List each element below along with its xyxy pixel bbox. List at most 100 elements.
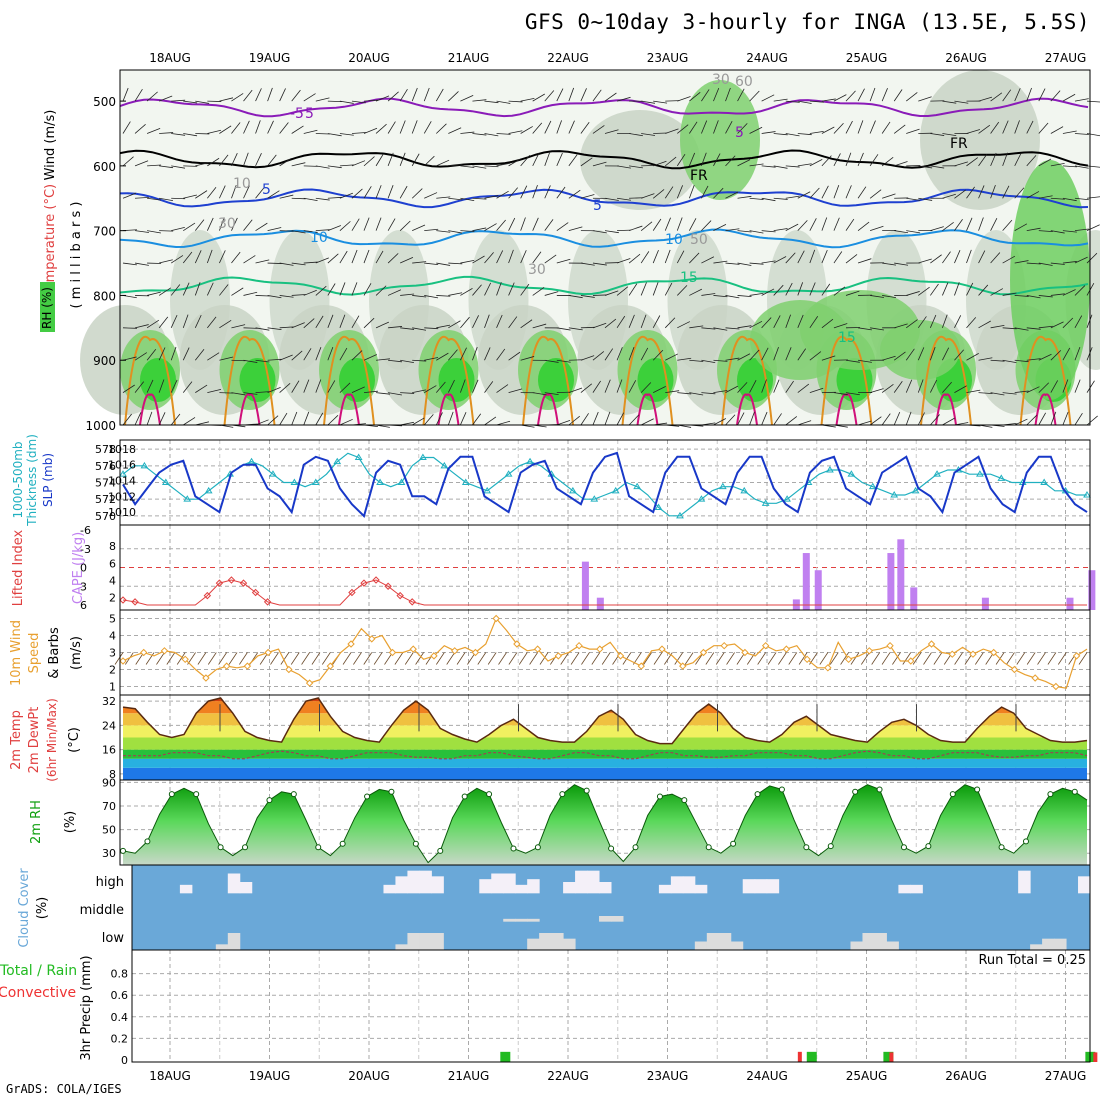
wind-barb [436, 159, 450, 167]
cloud-middle-label: middle [80, 903, 124, 918]
wind-barb [411, 120, 418, 134]
wind-barb [484, 100, 499, 104]
wind-barb [339, 133, 354, 136]
wind-barb [496, 100, 511, 104]
wind-speed-point [741, 648, 749, 657]
wind-barb [701, 152, 707, 167]
wind-barb [990, 184, 996, 199]
wind-barb [580, 88, 587, 102]
wind-barb [737, 412, 745, 426]
wind-barb [219, 154, 229, 167]
cloud-cover-bar [227, 873, 241, 894]
rh-point [730, 840, 737, 847]
wind-barb [893, 380, 903, 393]
isotherm-line [736, 393, 758, 426]
temp-color-band [123, 698, 1087, 702]
wind-barb [411, 417, 425, 426]
wind-barb-10m [954, 652, 963, 665]
thickness-point [697, 495, 706, 502]
wind-barb [375, 217, 382, 231]
wind-barb [556, 152, 563, 167]
wind-barb [399, 220, 411, 231]
wind-barb [749, 230, 764, 234]
rh-point [315, 844, 322, 851]
isotherm-line [323, 335, 375, 426]
wind-barb [351, 350, 363, 361]
wind-speed-point [782, 645, 791, 653]
date-top-23AUG: 23AUG [647, 51, 689, 65]
wind-barb [821, 155, 832, 167]
wind-barb [689, 359, 704, 362]
wind-barb [496, 314, 503, 328]
wind-barb [207, 352, 220, 361]
wind-barb [857, 221, 870, 231]
wind-barb [1050, 350, 1062, 361]
wind-barb [1050, 293, 1065, 296]
wind-tick-3: 3 [109, 647, 116, 660]
wind-barb [460, 347, 467, 361]
wind-barb [448, 197, 463, 201]
wind-barb [424, 357, 439, 361]
wind-barb [857, 186, 867, 199]
wind-barb [147, 291, 161, 296]
wind-barb [243, 255, 256, 264]
wind-barb [194, 219, 205, 231]
wind-barb [870, 327, 884, 331]
isotherm-line [537, 393, 559, 426]
rh-unit-axis-label: (%) [63, 811, 78, 834]
wind-barb [942, 251, 951, 264]
rh-point [949, 791, 956, 798]
wind-barb [737, 159, 751, 167]
wind-barb [893, 124, 906, 134]
wind-barb [279, 412, 288, 426]
pressure-tick-600: 600 [93, 160, 116, 174]
rh-shading-blob [750, 300, 850, 380]
wind-barb [532, 122, 543, 134]
wind-barb [520, 356, 535, 361]
wind-barb [194, 250, 202, 264]
cloud-cover-bar [694, 941, 708, 950]
thickness-point [354, 453, 363, 460]
contour-label-8: FR [950, 136, 968, 152]
cloud-cover-bar [215, 944, 229, 950]
wind-barb [267, 87, 273, 102]
wind-barb [676, 217, 683, 231]
wind-barb [158, 316, 169, 329]
wind-speed-point [533, 645, 542, 653]
wind-barb [1062, 230, 1077, 233]
wind-barb-10m [270, 652, 279, 665]
wind-barb [411, 153, 420, 167]
rh-point [852, 788, 859, 795]
thickness-point [119, 470, 127, 477]
rh-point [925, 843, 932, 850]
wind-barb [930, 283, 939, 296]
wind-barb [556, 88, 564, 102]
wind-barb [857, 152, 864, 167]
wind-axis-label: Wind (m/s) [43, 110, 58, 181]
wind-barb [869, 225, 884, 232]
wind-speed-point [679, 662, 687, 670]
wind-barb [267, 262, 282, 264]
wind-speed-point [471, 648, 480, 657]
wind-barb [231, 122, 241, 134]
wind-barb [387, 121, 396, 134]
wind-barb [532, 287, 545, 296]
wind-barb [966, 186, 975, 199]
wind-barb [255, 222, 268, 231]
wind-barb [231, 287, 244, 296]
wind-speed-point [865, 647, 874, 655]
wind-barb [737, 382, 748, 393]
wind-barb [195, 100, 210, 104]
precip-tick-0.8: 0.8 [111, 968, 129, 981]
wind-barb [182, 381, 193, 393]
wind-barb [929, 379, 938, 393]
wind-barb-10m [311, 652, 321, 665]
wind-barb [412, 389, 427, 394]
wind-barb [604, 92, 617, 102]
wind-barb [544, 185, 551, 199]
wind-barb [134, 324, 149, 329]
wind-barb [1026, 227, 1041, 232]
thickness-point [311, 478, 320, 485]
wind-barb [339, 347, 348, 361]
wind-barb [1014, 223, 1028, 232]
